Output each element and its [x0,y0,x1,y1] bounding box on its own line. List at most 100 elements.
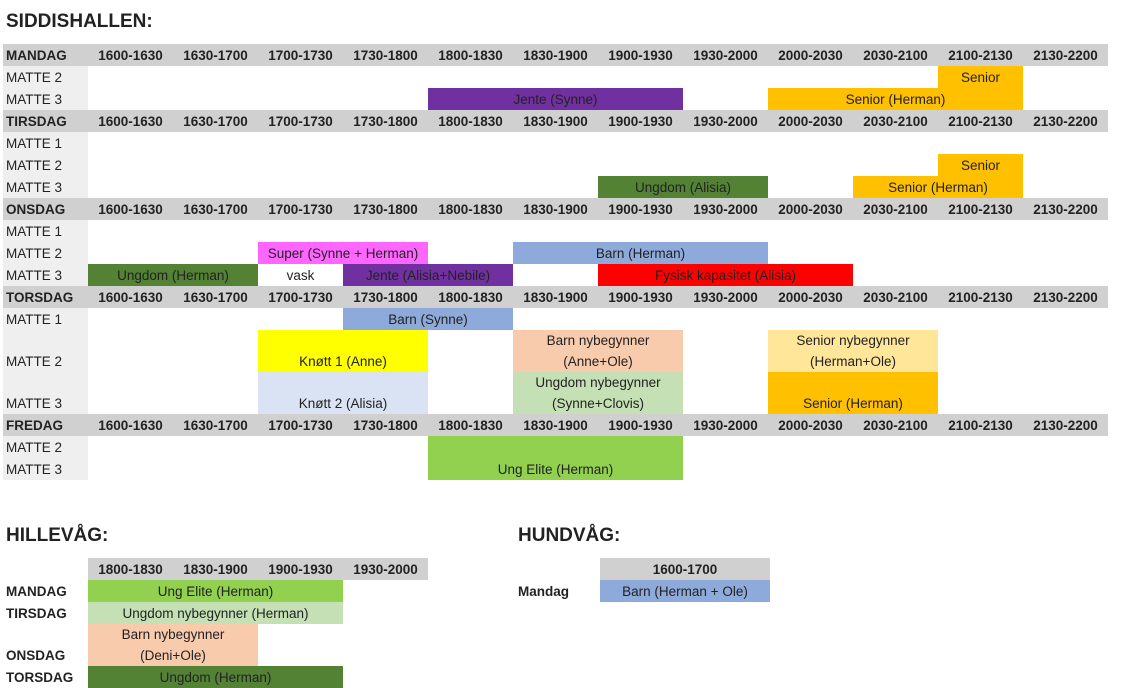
empty-cell [343,66,428,88]
empty-cell [513,154,598,176]
row-label: TORSDAG [3,666,88,688]
header-row: MANDAG 1600-1630 1630-1700 1700-1730 1730-18… [3,44,1108,66]
empty-cell [343,458,428,480]
event: Barn (Herman) [513,242,768,264]
empty-cell [173,176,258,198]
time-slot: 1900-1930 [598,198,683,220]
row: MATTE 3 Ungdom (Alisia) Senior (Herman) [3,176,1108,198]
empty-cell [768,242,853,264]
event: Ung Elite (Herman) [88,580,343,602]
section-title: HILLEVÅG: [6,525,109,546]
time-slot: 2030-2100 [853,44,938,66]
empty-cell [343,666,428,688]
event: Super (Synne + Herman) [258,242,428,264]
time-slot: 1700-1730 [258,198,343,220]
empty-cell [88,66,173,88]
time-slot: 2030-2100 [853,414,938,436]
empty-cell [938,372,1023,414]
row: Mandag Barn (Herman + Ole) [515,580,770,602]
empty-cell [428,66,513,88]
event: Ungdom (Alisia) [598,176,768,198]
empty-cell [428,154,513,176]
table-body: 1600-1700 Mandag Barn (Herman + Ole) [515,558,770,602]
empty-cell [173,308,258,330]
row: MANDAG Ung Elite (Herman) [3,580,428,602]
empty-cell [343,580,428,602]
empty-cell [173,154,258,176]
empty-cell [513,176,598,198]
empty-cell [853,132,938,154]
time-slot: 1600-1630 [88,414,173,436]
row-label: MATTE 2 [3,436,88,458]
empty-cell [853,66,938,88]
empty-cell [853,154,938,176]
empty-cell [343,624,428,666]
empty-cell [938,242,1023,264]
empty-cell [428,242,513,264]
empty-cell [1023,436,1108,458]
empty-cell [853,308,938,330]
time-slot: 1800-1830 [428,414,513,436]
empty-cell [853,264,938,286]
empty-cell [1023,308,1108,330]
empty-cell [173,132,258,154]
empty-cell [173,458,258,480]
time-slot: 1630-1700 [173,198,258,220]
row-label: Mandag [515,580,600,602]
empty-cell [173,220,258,242]
time-slot: 2100-2130 [938,286,1023,308]
empty-cell [598,132,683,154]
time-slot: 1800-1830 [428,110,513,132]
row-label: MATTE 2 [3,66,88,88]
empty-cell [1023,264,1108,286]
time-slot: 1600-1630 [88,110,173,132]
empty-cell [428,132,513,154]
empty-cell [88,220,173,242]
event: Senior [938,66,1023,88]
empty-cell [598,66,683,88]
time-slot: 2100-2130 [938,414,1023,436]
empty-cell [513,308,598,330]
empty-cell [173,66,258,88]
header-row: 1800-1830 1830-1900 1900-1930 1930-2000 [3,558,428,580]
event: Ungdom (Herman) [88,666,343,688]
time-slot: 2130-2200 [1023,44,1108,66]
empty-cell [428,220,513,242]
time-slot: 1930-2000 [683,286,768,308]
time-slot: 1730-1800 [343,44,428,66]
time-slot: 1730-1800 [343,198,428,220]
empty-cell [683,66,768,88]
row: MATTE 2 Senior [3,154,1108,176]
empty-cell [1023,66,1108,88]
row-label: MATTE 3 [3,176,88,198]
row-label: MATTE 3 [3,458,88,480]
event: Knøtt 2 (Alisia) [258,372,428,414]
empty-cell [683,436,768,458]
empty-cell [1023,242,1108,264]
time-slot: 2130-2200 [1023,286,1108,308]
empty-cell [768,132,853,154]
time-slot: 1830-1900 [513,286,598,308]
row: MATTE 3 Knøtt 2 (Alisia) Ungdom nybegynner… [3,372,1108,414]
time-slot: 2030-2100 [853,286,938,308]
time-slot: 1930-2000 [343,558,428,580]
empty-cell [598,308,683,330]
time-slot: 1630-1700 [173,414,258,436]
time-slot: 1800-1830 [88,558,173,580]
time-slot: 1700-1730 [258,414,343,436]
time-slot: 1600-1630 [88,286,173,308]
time-slot: 1900-1930 [598,414,683,436]
event: Jente (Synne) [428,88,683,110]
event: Senior nybegynner (Herman+Ole) [768,330,938,372]
empty-cell [88,88,173,110]
time-slot: 1600-1630 [88,198,173,220]
event: Barn (Herman + Ole) [600,580,770,602]
row: MATTE 2 Knøtt 1 (Anne) Barn nybegynner (An… [3,330,1108,372]
time-slot: 2100-2130 [938,198,1023,220]
event: Senior (Herman) [768,88,1023,110]
row: ONSDAG Barn nybegynner (Deni+Ole) [3,624,428,666]
section-title: SIDDISHALLEN: [6,11,153,32]
empty-cell [938,436,1023,458]
row: MATTE 1 Barn (Synne) [3,308,1108,330]
time-slot: 2000-2030 [768,110,853,132]
